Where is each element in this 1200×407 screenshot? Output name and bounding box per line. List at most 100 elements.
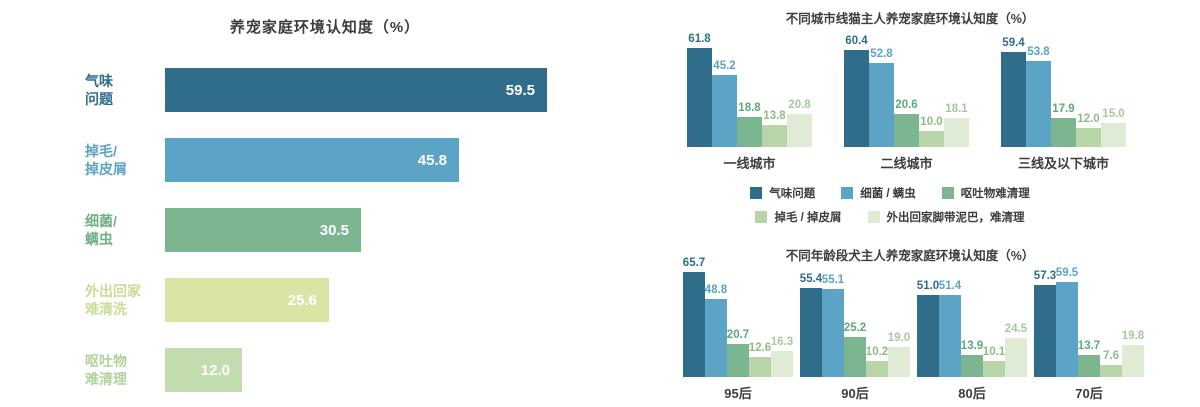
bar-value-label: 55.4 xyxy=(799,273,823,285)
series-legend: 气味问题 细菌 / 螨虫 呕吐物难清理掉毛 / 掉皮屑 外出回家脚带泥巴，难清理 xyxy=(600,185,1180,233)
bar: 17.9 xyxy=(1051,103,1076,147)
legend-row: 掉毛 / 掉皮屑 外出回家脚带泥巴，难清理 xyxy=(600,209,1180,225)
bar-group-bars: 60.4 52.8 20.6 10.0 18.1 xyxy=(844,32,969,147)
overall-bar: 30.5 xyxy=(165,208,361,252)
group-category-label: 80后 xyxy=(958,386,986,401)
bar: 16.3 xyxy=(771,336,793,377)
legend-label: 细菌 / 螨虫 xyxy=(860,188,916,200)
bar-value-label: 48.8 xyxy=(704,284,728,296)
bar: 51.4 xyxy=(939,280,961,377)
bar: 7.6 xyxy=(1100,350,1122,377)
bar-value-label: 24.5 xyxy=(1004,323,1028,335)
bar: 48.8 xyxy=(705,284,727,377)
overall-category-label: 掉毛/掉皮屑 xyxy=(85,142,127,177)
bar: 59.5 xyxy=(1056,267,1078,377)
bar-value-label: 59.4 xyxy=(1002,37,1025,49)
legend-swatch xyxy=(750,187,763,199)
bar-value-label: 57.3 xyxy=(1033,270,1057,282)
bar: 51.0 xyxy=(917,280,939,377)
bar-group-bars: 51.0 51.4 13.9 10.1 24.5 xyxy=(917,265,1027,377)
legend-swatch xyxy=(867,211,880,223)
overall-category-label: 细菌/螨虫 xyxy=(85,212,117,247)
bar: 19.8 xyxy=(1122,330,1144,377)
legend-label: 掉毛 / 掉皮屑 xyxy=(774,212,842,224)
age-chart-title: 不同年龄段犬主人养宠家庭环境认知度（%） xyxy=(785,249,1035,263)
legend-label: 气味问题 xyxy=(769,188,816,200)
legend-label: 呕吐物难清理 xyxy=(960,188,1030,200)
bar: 12.0 xyxy=(1076,113,1101,147)
bar-group: 55.4 55.1 25.2 10.2 19.0 90后 xyxy=(800,265,910,402)
bar-group-bars: 59.4 53.8 17.9 12.0 15.0 xyxy=(1001,32,1126,147)
bar: 18.1 xyxy=(944,103,969,147)
legend-item: 外出回家脚带泥巴，难清理 xyxy=(867,209,1025,225)
bar-group: 60.4 52.8 20.6 10.0 18.1 二线城市 xyxy=(844,32,969,172)
bar: 53.8 xyxy=(1026,46,1051,147)
age-chart-plot: 65.7 48.8 20.7 12.6 16.3 95后 55.4 55.1 25.2 10.2 1… xyxy=(683,257,1144,402)
overall-bar-row: 掉毛/掉皮屑 45.8 xyxy=(85,138,459,182)
group-category-label: 70后 xyxy=(1075,386,1103,401)
bar: 15.0 xyxy=(1101,108,1126,147)
bar: 24.5 xyxy=(1005,323,1027,377)
legend-item: 气味问题 xyxy=(750,185,815,201)
group-category-label: 90后 xyxy=(841,386,869,401)
bar-value-label: 10.2 xyxy=(865,346,889,358)
bar-value-label: 10.1 xyxy=(982,346,1006,358)
legend-swatch xyxy=(755,211,768,223)
bar-group-bars: 55.4 55.1 25.2 10.2 19.0 xyxy=(800,265,910,377)
legend-item: 掉毛 / 掉皮屑 xyxy=(755,209,842,225)
bar: 57.3 xyxy=(1034,270,1056,377)
bar-value-label: 52.8 xyxy=(870,48,893,60)
bar-group: 51.0 51.4 13.9 10.1 24.5 80后 xyxy=(917,265,1027,402)
bar: 10.2 xyxy=(866,346,888,377)
bar-value-label: 45.2 xyxy=(713,60,736,72)
bar-value-label: 53.8 xyxy=(1027,46,1050,58)
bar-value-label: 19.0 xyxy=(887,332,911,344)
bar: 12.6 xyxy=(749,342,771,377)
bar: 10.0 xyxy=(919,116,944,147)
overall-bar-value: 12.0 xyxy=(200,361,230,379)
bar: 45.2 xyxy=(712,60,737,147)
bar-group: 65.7 48.8 20.7 12.6 16.3 95后 xyxy=(683,257,793,402)
overall-bar: 25.6 xyxy=(165,278,329,322)
bar: 13.9 xyxy=(961,340,983,377)
city-chart-title: 不同城市线猫主人养宠家庭环境认知度（%） xyxy=(785,12,1035,26)
bar: 13.7 xyxy=(1078,340,1100,377)
bar-value-label: 61.8 xyxy=(688,33,711,45)
bar: 13.8 xyxy=(762,110,787,147)
bar-value-label: 7.6 xyxy=(1103,350,1119,362)
bar: 65.7 xyxy=(683,257,705,377)
overall-awareness-chart-pane: 养宠家庭环境认知度（%） 气味 问题 59.5 掉毛/掉皮屑 45.8 细菌/螨虫 30.5… xyxy=(85,19,547,392)
bar-group-bars: 65.7 48.8 20.7 12.6 16.3 xyxy=(683,257,793,377)
bar: 10.1 xyxy=(983,346,1005,377)
overall-chart-title: 养宠家庭环境认知度（%） xyxy=(229,19,421,36)
bar-value-label: 65.7 xyxy=(682,257,706,269)
legend-item: 细菌 / 螨虫 xyxy=(841,185,916,201)
bar: 61.8 xyxy=(687,33,712,147)
bar-group: 57.3 59.5 13.7 7.6 19.8 70后 xyxy=(1034,265,1144,402)
bar: 55.1 xyxy=(822,274,844,377)
overall-category-label: 外出回家 难清洗 xyxy=(85,282,141,317)
bar-value-label: 51.0 xyxy=(916,280,940,292)
bar-value-label: 20.7 xyxy=(726,329,750,341)
overall-bar: 59.5 xyxy=(165,68,547,112)
overall-category-label: 呕吐物 难清理 xyxy=(85,352,127,387)
bar-value-label: 51.4 xyxy=(938,280,962,292)
bar-value-label: 59.5 xyxy=(1055,267,1079,279)
dog-owner-age-chart-pane: 不同年龄段犬主人养宠家庭环境认知度（%） 65.7 48.8 20.7 12.6 16.… xyxy=(600,243,1200,407)
bar-value-label: 25.2 xyxy=(843,322,867,334)
cat-owner-city-chart-pane: 不同城市线猫主人养宠家庭环境认知度（%） 61.8 45.2 18.8 13.8 20.… xyxy=(600,0,1200,180)
legend-item: 呕吐物难清理 xyxy=(941,185,1030,201)
overall-bar-value: 45.8 xyxy=(417,151,447,169)
bar-value-label: 19.8 xyxy=(1121,330,1145,342)
overall-bar-value: 30.5 xyxy=(319,221,349,239)
bar-group-bars: 57.3 59.5 13.7 7.6 19.8 xyxy=(1034,265,1144,377)
bar-value-label: 16.3 xyxy=(770,336,794,348)
group-category-label: 95后 xyxy=(724,386,752,401)
overall-bar: 12.0 xyxy=(165,348,242,392)
bar-value-label: 20.6 xyxy=(895,99,918,111)
bar-value-label: 10.0 xyxy=(920,116,943,128)
overall-bar-row: 呕吐物 难清理 12.0 xyxy=(85,348,242,392)
bar-group: 61.8 45.2 18.8 13.8 20.8 一线城市 xyxy=(687,32,812,172)
legend-row: 气味问题 细菌 / 螨虫 呕吐物难清理 xyxy=(600,185,1180,201)
